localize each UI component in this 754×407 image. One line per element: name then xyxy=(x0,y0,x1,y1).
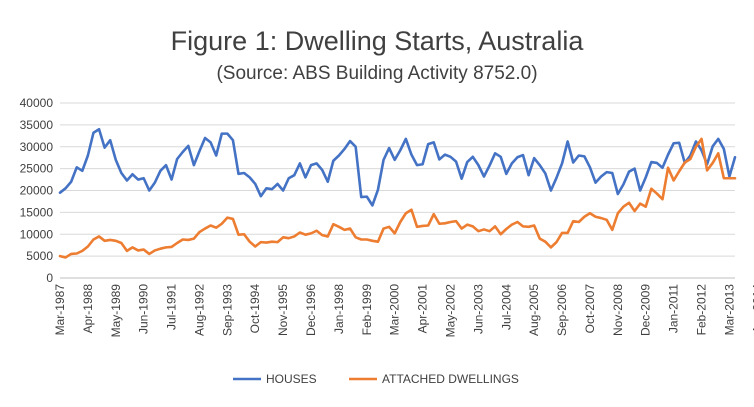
x-tick-label: Apr-2014 xyxy=(750,284,754,334)
x-tick-label: Feb-2012 xyxy=(695,284,709,336)
x-tick-label: Oct-1994 xyxy=(248,284,262,334)
x-tick-label: Jul-1991 xyxy=(165,284,179,330)
x-tick-label: Aug-2005 xyxy=(527,284,541,336)
x-tick-label: Mar-2000 xyxy=(388,284,402,336)
y-tick-label: 20000 xyxy=(20,184,54,198)
x-tick-label: Jun-1990 xyxy=(137,284,151,334)
y-tick-label: 35000 xyxy=(20,118,54,132)
legend: HOUSES ATTACHED DWELLINGS xyxy=(233,372,519,386)
x-tick-label: Sep-2006 xyxy=(555,284,569,336)
x-tick-label: Apr-1988 xyxy=(81,284,95,334)
x-tick-label: Dec-2009 xyxy=(639,284,653,336)
x-tick-label: Mar-2013 xyxy=(722,284,736,336)
x-tick-label: Sep-1993 xyxy=(220,284,234,336)
series-line-houses xyxy=(58,127,737,207)
y-tick-label: 25000 xyxy=(20,162,54,176)
series-line-attached-dwellings xyxy=(58,137,737,259)
x-tick-label: Jul-2004 xyxy=(499,284,513,330)
x-tick-label: May-1989 xyxy=(109,284,123,338)
legend-label: HOUSES xyxy=(266,372,317,386)
x-tick-label: Mar-1987 xyxy=(53,284,67,336)
x-tick-label: Nov-1995 xyxy=(276,284,290,336)
x-tick-label: Nov-2008 xyxy=(611,284,625,336)
x-tick-label: Apr-2001 xyxy=(416,284,430,334)
series-lines xyxy=(58,127,737,259)
x-tick-label: Jan-2011 xyxy=(667,284,681,333)
x-tick-label: Aug-1992 xyxy=(192,284,206,336)
x-tick-label: Feb-1999 xyxy=(360,284,374,336)
x-tick-label: May-2002 xyxy=(443,284,457,338)
y-tick-label: 40000 xyxy=(20,96,54,110)
y-tick-label: 5000 xyxy=(26,249,53,263)
y-tick-label: 30000 xyxy=(20,140,54,154)
y-tick-label: 15000 xyxy=(20,205,54,219)
x-tick-label: Dec-1996 xyxy=(304,284,318,336)
y-axis-tick-labels: 0 5000 10000 15000 20000 25000 30000 35000 40000 xyxy=(20,96,54,285)
x-tick-label: Jun-2003 xyxy=(471,284,485,334)
x-tick-label: Oct-2007 xyxy=(583,284,597,334)
chart-title: Figure 1: Dwelling Starts, Australia xyxy=(171,26,585,56)
legend-label: ATTACHED DWELLINGS xyxy=(382,372,519,386)
x-tick-label: Jan-1998 xyxy=(332,284,346,334)
gridlines xyxy=(60,102,735,257)
x-axis-tick-labels: Mar-1987 Apr-1988 May-1989 Jun-1990 Jul-1991… xyxy=(53,284,754,338)
y-tick-label: 10000 xyxy=(20,227,54,241)
y-tick-label: 0 xyxy=(46,271,53,285)
chart-subtitle: (Source: ABS Building Activity 8752.0) xyxy=(216,63,537,84)
